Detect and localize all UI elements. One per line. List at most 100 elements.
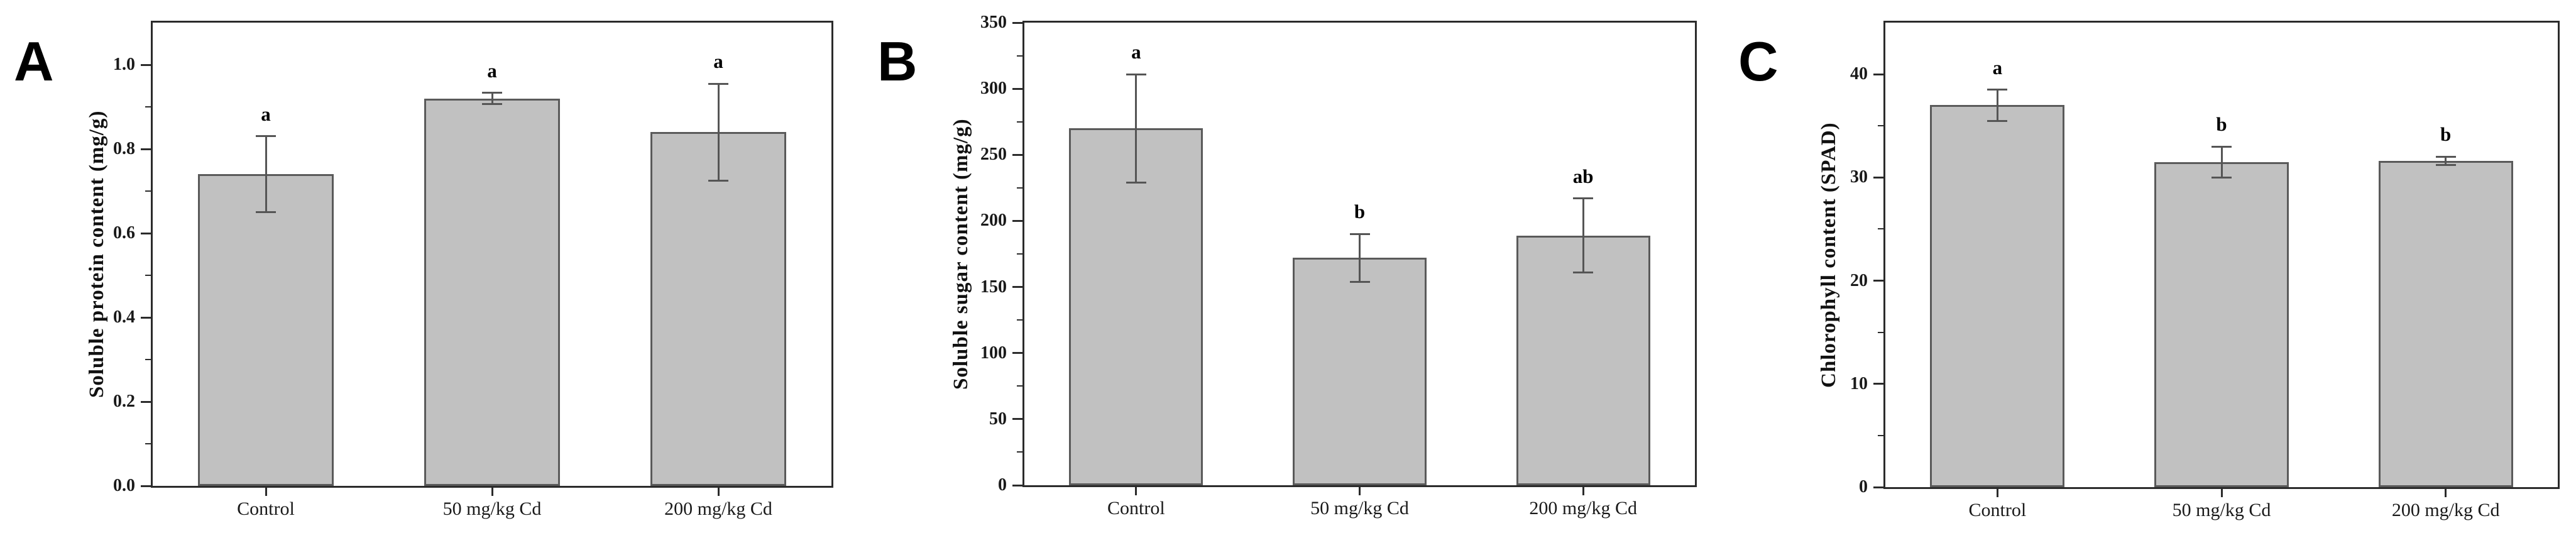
bar	[2154, 162, 2289, 487]
x-category-label: Control	[1107, 498, 1165, 519]
y-major-tick	[1012, 484, 1022, 486]
y-major-tick	[1873, 280, 1883, 282]
bar	[1516, 235, 1650, 485]
error-bar-line	[265, 136, 267, 212]
x-tick	[1135, 487, 1137, 495]
panel-letter-b: B	[877, 30, 918, 92]
x-tick	[2220, 489, 2223, 497]
error-bar-cap-top	[708, 82, 728, 85]
error-bar-cap-top	[256, 135, 276, 138]
y-tick-label: 50	[989, 409, 1007, 429]
panel-letter-a: A	[14, 30, 54, 92]
y-tick-label: 150	[980, 277, 1007, 297]
x-tick	[1359, 487, 1361, 495]
y-tick-label: 100	[980, 343, 1007, 363]
significance-letter: b	[1354, 201, 1366, 223]
y-major-tick	[1012, 153, 1022, 156]
error-bar-cap-top	[2212, 145, 2232, 148]
y-minor-tick	[145, 275, 151, 276]
error-bar-line	[491, 92, 493, 104]
y-major-tick	[1873, 383, 1883, 385]
significance-letter: a	[1131, 41, 1141, 63]
error-bar-cap-bottom	[482, 102, 502, 105]
error-bar-line	[1359, 234, 1361, 282]
significance-letter: a	[487, 59, 497, 82]
y-minor-tick	[1878, 228, 1883, 230]
y-major-tick	[141, 400, 151, 403]
x-category-label: 200 mg/kg Cd	[1529, 498, 1637, 519]
x-category-label: 50 mg/kg Cd	[442, 498, 542, 519]
error-bar-cap-bottom	[1349, 280, 1370, 283]
x-category-label: 50 mg/kg Cd	[1310, 498, 1409, 519]
x-tick	[491, 488, 493, 496]
y-tick-label: 0	[998, 475, 1007, 495]
y-major-tick	[141, 232, 151, 234]
x-category-label: 200 mg/kg Cd	[664, 498, 772, 519]
error-bar-cap-bottom	[2212, 176, 2232, 179]
error-bar-cap-bottom	[1573, 271, 1594, 273]
y-minor-tick	[1017, 253, 1022, 255]
y-minor-tick	[1017, 55, 1022, 57]
error-bar-cap-bottom	[2435, 164, 2456, 167]
y-tick-label: 30	[1850, 167, 1868, 187]
y-tick-label: 0	[1859, 477, 1868, 497]
y-major-tick	[1012, 352, 1022, 354]
y-minor-tick	[1017, 319, 1022, 321]
y-minor-tick	[145, 359, 151, 360]
error-bar-line	[1135, 74, 1137, 183]
bar	[424, 98, 560, 486]
y-minor-tick	[145, 443, 151, 444]
error-bar-cap-top	[1987, 89, 2008, 91]
y-minor-tick	[1878, 125, 1883, 127]
error-bar-line	[2220, 146, 2223, 178]
x-tick	[1996, 489, 1998, 497]
y-major-tick	[1012, 418, 1022, 420]
error-bar-cap-top	[1126, 73, 1146, 75]
x-tick	[2445, 489, 2447, 497]
error-bar-cap-top	[482, 92, 502, 94]
y-minor-tick	[1017, 187, 1022, 189]
x-tick	[717, 488, 720, 496]
error-bar-line	[1996, 89, 1998, 121]
bar	[2378, 161, 2513, 487]
y-axis-title-protein: Soluble protein content (mg/g)	[85, 110, 108, 398]
y-tick-label: 0.2	[113, 392, 135, 411]
y-major-tick	[1873, 176, 1883, 179]
y-major-tick	[1012, 286, 1022, 288]
error-bar-line	[717, 84, 720, 181]
plot-area-panel-c: 0 10 20 30 40 a Control b 50 mg/kg Cd b 200 mg/kg …	[1850, 21, 2560, 520]
significance-letter: ab	[1572, 165, 1594, 187]
bar	[1069, 128, 1203, 485]
error-bar-cap-bottom	[1126, 181, 1146, 184]
y-tick-label: 250	[980, 145, 1007, 165]
x-category-label: Control	[1968, 500, 2027, 520]
y-tick-label: 0.0	[113, 476, 135, 495]
y-major-tick	[141, 148, 151, 150]
y-major-tick	[1012, 219, 1022, 222]
y-major-tick	[141, 316, 151, 319]
significance-letter: a	[261, 102, 271, 125]
y-tick-label: 40	[1850, 64, 1868, 84]
y-minor-tick	[145, 190, 151, 192]
significance-letter: b	[2440, 123, 2452, 146]
error-bar-line	[2445, 157, 2447, 165]
y-major-tick	[1012, 87, 1022, 90]
y-major-tick	[1873, 73, 1883, 75]
x-category-label: Control	[237, 498, 295, 519]
y-tick-label: 20	[1850, 270, 1868, 290]
y-minor-tick	[1878, 434, 1883, 436]
y-tick-label: 0.6	[113, 223, 135, 243]
y-minor-tick	[1878, 331, 1883, 333]
y-tick-label: 0.4	[113, 307, 135, 327]
y-major-tick	[141, 63, 151, 66]
error-bar-cap-top	[1573, 197, 1594, 200]
error-bar-cap-top	[2435, 155, 2456, 158]
error-bar-cap-bottom	[708, 179, 728, 182]
bar	[650, 132, 786, 486]
bar	[1293, 258, 1427, 485]
bar	[1930, 105, 2065, 487]
y-tick-label: 300	[980, 79, 1007, 99]
x-tick	[265, 488, 267, 496]
error-bar-line	[1582, 198, 1584, 273]
